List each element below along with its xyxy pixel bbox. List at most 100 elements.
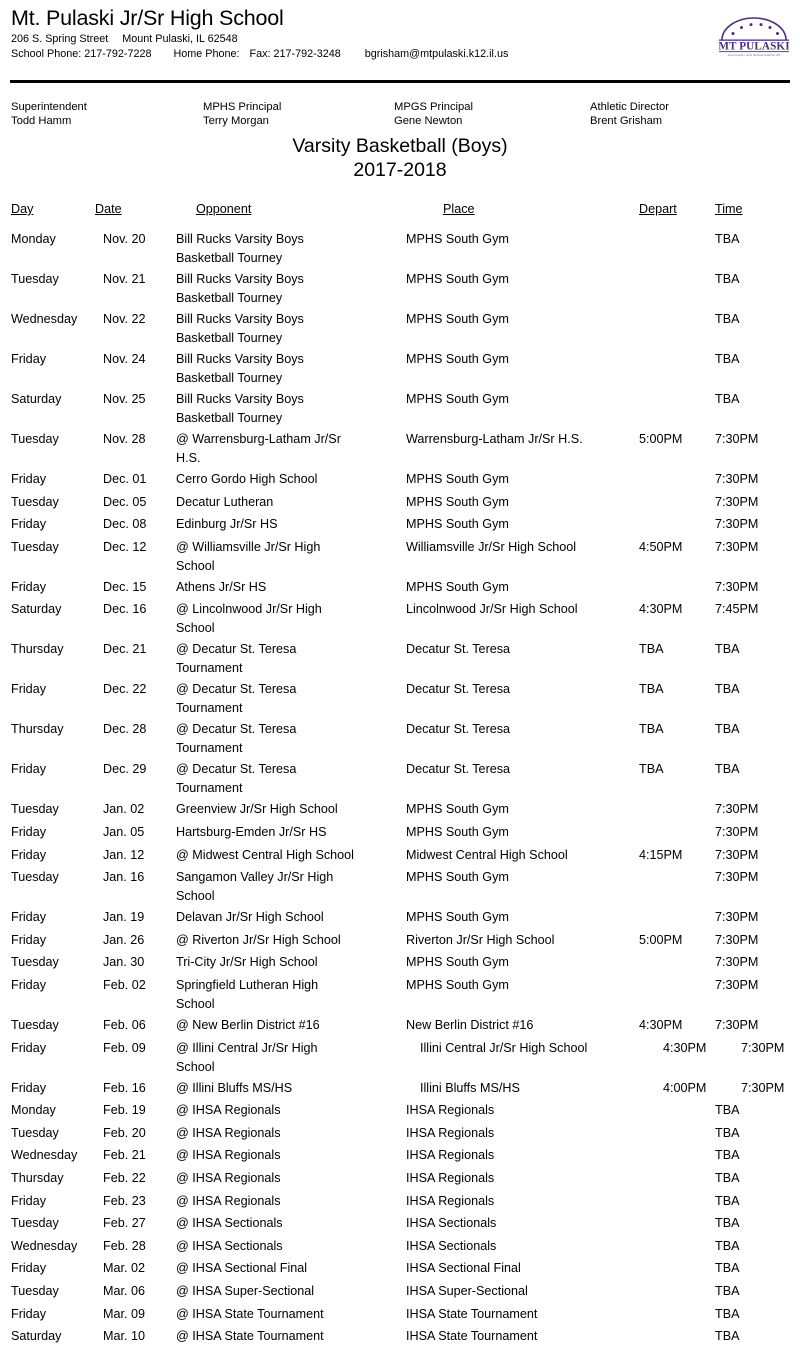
staff-name: Terry Morgan <box>203 114 269 127</box>
table-row: Thursday Dec. 28 @ Decatur St. Teresa Tour… <box>0 720 800 758</box>
cell-opponent: Springfield Lutheran High School <box>176 978 319 1011</box>
cell-time: 7:30PM <box>715 432 759 446</box>
cell-opponent: @ Williamsville Jr/Sr High School <box>176 539 321 573</box>
cell-time: 7:30PM <box>715 932 759 947</box>
cell-opponent: Decatur Lutheran <box>176 494 274 509</box>
cell-date: Jan. 19 <box>103 910 145 925</box>
cell-place: MPHS South Gym <box>406 870 509 885</box>
page-title: Varsity Basketball (Boys) <box>292 135 508 157</box>
cell-depart: 4:30PM <box>639 602 683 617</box>
cell-place: MPHS South Gym <box>406 272 509 286</box>
cell-opponent: @ IHSA State Tournament <box>176 1329 324 1344</box>
table-row: Saturday Mar. 10 @ IHSA State Tournament IH… <box>0 1327 800 1346</box>
cell-opponent: Greenview Jr/Sr High School <box>176 802 338 817</box>
cell-place: MPHS South Gym <box>406 825 509 839</box>
cell-depart: 4:30PM <box>663 1040 707 1055</box>
table-row: Tuesday Nov. 28 @ Warrensburg-Latham Jr/Sr… <box>0 430 800 468</box>
cell-day: Tuesday <box>11 802 59 817</box>
cell-date: Feb. 22 <box>103 1171 146 1185</box>
cell-date: Feb. 23 <box>103 1193 146 1208</box>
cell-day: Tuesday <box>11 1018 59 1032</box>
cell-day: Friday <box>11 517 46 532</box>
cell-opponent: @ IHSA Regionals <box>176 1171 281 1185</box>
table-row: Friday Dec. 22 @ Decatur St. Teresa Tourna… <box>0 680 800 718</box>
cell-time: 7:30PM <box>715 870 759 885</box>
cell-date: Feb. 09 <box>103 1040 146 1055</box>
cell-day: Tuesday <box>11 955 59 970</box>
cell-place: MPHS South Gym <box>406 955 509 970</box>
staff-role: MPGS Principal <box>394 101 473 113</box>
cell-depart: TBA <box>639 682 664 697</box>
staff-column: Superintendent Todd Hamm <box>11 101 87 128</box>
cell-time: TBA <box>715 1329 740 1344</box>
cell-opponent: @ Decatur St. Teresa Tournament <box>176 762 297 796</box>
cell-day: Saturday <box>11 392 62 406</box>
table-row: Thursday Feb. 22 @ IHSA Regionals IHSA Regi… <box>0 1169 800 1188</box>
cell-time: TBA <box>715 642 740 657</box>
cell-date: Dec. 01 <box>103 472 147 486</box>
cell-place: IHSA Regionals <box>406 1148 495 1163</box>
cell-time: TBA <box>715 762 740 777</box>
cell-time: TBA <box>715 232 740 246</box>
cell-date: Mar. 09 <box>103 1306 145 1321</box>
cell-date: Jan. 26 <box>103 932 145 947</box>
school-phone: School Phone: 217-792-7228 <box>11 48 152 60</box>
cell-time: TBA <box>715 722 740 737</box>
cell-day: Tuesday <box>11 432 59 446</box>
cell-date: Dec. 08 <box>103 517 147 532</box>
cell-day: Wednesday <box>11 312 78 326</box>
cell-place: IHSA State Tournament <box>406 1329 538 1344</box>
cell-day: Friday <box>11 352 46 366</box>
table-row: Monday Nov. 20 Bill Rucks Varsity Boys Bas… <box>0 230 800 268</box>
cell-day: Tuesday <box>11 272 59 286</box>
cell-time: 7:30PM <box>715 1018 759 1032</box>
cell-opponent: @ Warrensburg-Latham Jr/Sr H.S. <box>176 432 341 465</box>
season-subtitle: 2017-2018 <box>353 159 447 181</box>
cell-date: Dec. 28 <box>103 722 147 737</box>
cell-time: TBA <box>715 1284 740 1298</box>
cell-place: Decatur St. Teresa <box>406 762 511 777</box>
cell-opponent: Delavan Jr/Sr High School <box>176 910 324 925</box>
city-state-zip: Mount Pulaski, IL 62548 <box>122 33 238 45</box>
cell-place: IHSA State Tournament <box>406 1306 538 1321</box>
cell-day: Friday <box>11 472 46 486</box>
cell-date: Jan. 30 <box>103 955 145 970</box>
table-row: Friday Feb. 02 Springfield Lutheran High S… <box>0 976 800 1014</box>
table-row: Friday Jan. 12 @ Midwest Central High Scho… <box>0 846 800 865</box>
cell-day: Friday <box>11 825 46 839</box>
table-row: Friday Dec. 08 Edinburg Jr/Sr HS MPHS South… <box>0 515 800 534</box>
cell-time: 7:30PM <box>715 847 759 862</box>
table-row: Tuesday Feb. 06 @ New Berlin District #16 N… <box>0 1016 800 1035</box>
cell-time: TBA <box>715 352 740 366</box>
staff-name: Gene Newton <box>394 114 463 127</box>
cell-opponent: @ Decatur St. Teresa Tournament <box>176 722 297 756</box>
cell-place: Lincolnwood Jr/Sr High School <box>406 602 578 617</box>
cell-day: Wednesday <box>11 1238 78 1253</box>
cell-date: Dec. 05 <box>103 494 147 509</box>
staff-role: Athletic Director <box>590 101 669 113</box>
table-row: Monday Feb. 19 @ IHSA Regionals IHSA Region… <box>0 1101 800 1120</box>
table-row: Saturday Nov. 25 Bill Rucks Varsity Boys B… <box>0 390 800 428</box>
cell-day: Friday <box>11 1080 46 1095</box>
svg-text:Community Unit School District: Community Unit School District 23 <box>728 53 780 57</box>
cell-time: TBA <box>715 1306 740 1321</box>
cell-place: IHSA Regionals <box>406 1103 495 1118</box>
table-row: Tuesday Nov. 21 Bill Rucks Varsity Boys Ba… <box>0 270 800 308</box>
cell-time: 7:30PM <box>715 978 759 992</box>
table-row: Friday Dec. 29 @ Decatur St. Teresa Tourna… <box>0 760 800 798</box>
cell-place: IHSA Super-Sectional <box>406 1284 528 1298</box>
cell-day: Thursday <box>11 642 64 657</box>
column-header-day: Day <box>11 202 34 216</box>
cell-day: Wednesday <box>11 1148 78 1163</box>
cell-time: 7:30PM <box>715 539 759 554</box>
cell-time: TBA <box>715 1171 740 1185</box>
cell-time: 7:30PM <box>715 802 759 817</box>
cell-opponent: Cerro Gordo High School <box>176 472 318 486</box>
cell-place: MPHS South Gym <box>406 232 509 246</box>
staff-directory: Superintendent Todd Hamm MPHS Principal Ter… <box>0 101 800 131</box>
cell-time: TBA <box>715 1103 740 1118</box>
cell-place: MPHS South Gym <box>406 352 509 366</box>
cell-place: IHSA Sectionals <box>406 1238 497 1253</box>
cell-day: Friday <box>11 579 46 594</box>
cell-opponent: Hartsburg-Emden Jr/Sr HS <box>176 825 327 839</box>
